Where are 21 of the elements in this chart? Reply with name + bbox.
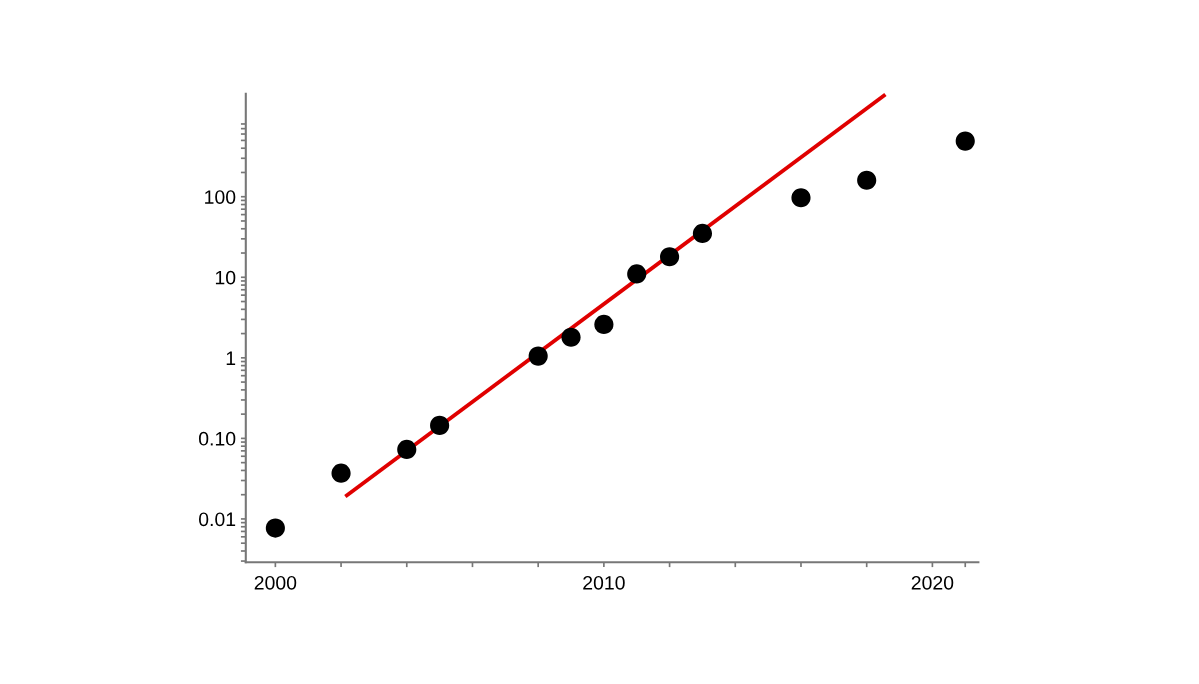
x-tick-label: 2020 <box>911 575 954 590</box>
point <box>791 188 811 208</box>
point <box>594 314 614 334</box>
point <box>692 223 712 244</box>
point <box>397 439 417 459</box>
point <box>528 346 548 366</box>
point <box>857 170 877 190</box>
point <box>660 247 680 267</box>
y-tick-label: 10 <box>215 270 236 285</box>
point <box>627 264 647 284</box>
point <box>955 131 975 151</box>
point <box>430 415 450 435</box>
x-tick-label: 2000 <box>254 575 297 590</box>
x-tick-label: 2010 <box>583 575 625 590</box>
y-tick-label: 100 <box>205 190 236 204</box>
y-tick-label: 1 <box>226 351 236 365</box>
point <box>265 518 285 538</box>
point <box>331 463 351 483</box>
point <box>561 327 581 347</box>
y-tick-label: 0.01 <box>198 512 236 527</box>
y-tick-label: 0.10 <box>198 431 236 446</box>
